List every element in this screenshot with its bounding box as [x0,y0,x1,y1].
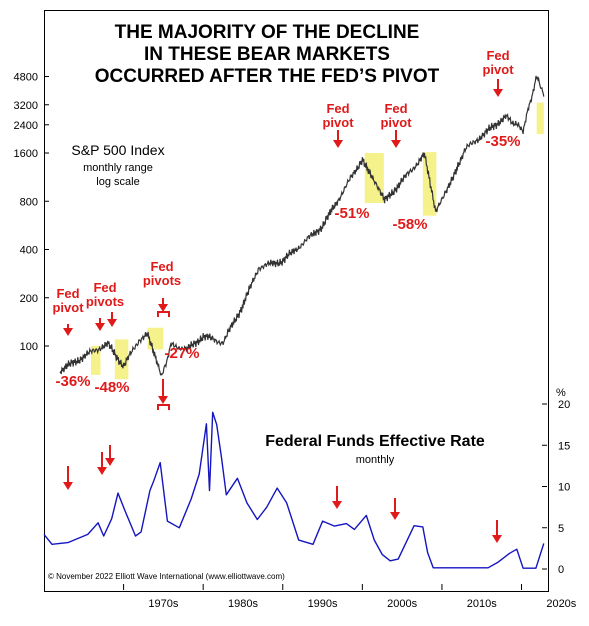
title-line-1: THE MAJORITY OF THE DECLINE [115,22,420,43]
x-tick-label: 2020s [546,598,576,610]
pivot-label-1969-line-2: pivots [86,294,124,309]
chart-frame [44,10,549,592]
decline-2007: -58% [392,216,427,233]
sp-tick-label: 4800 [14,72,38,84]
x-tick-label: 2000s [387,598,417,610]
stock-arrow-1969a [95,323,105,331]
decline-1966: -36% [55,373,90,390]
stock-arrow-1969b [107,319,117,327]
pivot-highlight-1 [90,346,101,375]
sp500-series-line [59,75,545,376]
pivot-label-2000-line-2: pivot [322,115,354,130]
sp-tick-label: 800 [20,196,38,208]
rate-bracket-1973 [157,404,170,410]
pivot-label-2021-line-2: pivot [482,62,514,77]
pivot-label-1966-line-1: Fed [56,286,79,301]
decline-1973: -27% [164,345,199,362]
pivot-label-2007-line-2: pivot [380,115,412,130]
sp-tick-label: 100 [20,341,38,353]
pivot-highlight-4 [364,153,384,204]
fedfunds-series-line [43,411,545,569]
sp-tick-label: 3200 [14,100,38,112]
pivot-label-2007-line-1: Fed [384,101,407,116]
stock-arrow-2000 [333,140,343,148]
decline-2021: -35% [485,133,520,150]
sp500-label: S&P 500 Index [71,142,164,158]
rate-tick-label: 10 [558,482,570,494]
rate-arrow-1966 [63,482,73,490]
sp-tick-label: 400 [20,245,38,257]
x-tick-label: 1980s [228,598,258,610]
copyright-text: © November 2022 Elliott Wave Internation… [48,572,285,581]
pivot-highlight-6 [536,102,544,135]
sp-tick-label: 2400 [14,120,38,132]
rate-tick-label: 5 [558,523,564,535]
fedfunds-title: Federal Funds Effective Rate [265,433,485,450]
decline-2000: -51% [334,205,369,222]
title-line-3: OCCURRED AFTER THE FED’S PIVOT [95,66,440,87]
title-line-2: IN THESE BEAR MARKETS [144,44,390,65]
stock-bracket-1973 [157,311,170,317]
rate-arrow-1969a [97,467,107,475]
decline-1969: -48% [94,379,129,396]
pivot-highlight-2 [114,339,129,380]
rate-unit-label: % [556,387,566,399]
stock-arrow-1966 [63,328,73,336]
sp500-subtitle-2: log scale [96,176,139,188]
stock-arrow-1973 [158,304,168,312]
fedfunds-subtitle: monthly [356,454,395,466]
x-tick-label: 2010s [467,598,497,610]
pivot-label-2000-line-1: Fed [326,101,349,116]
pivot-label-1973-line-1: Fed [150,259,173,274]
pivot-label-2021-line-1: Fed [486,48,509,63]
stock-arrow-2007 [391,140,401,148]
rate-arrow-1973 [158,396,168,404]
sp-tick-label: 1600 [14,148,38,160]
rate-tick-label: 0 [558,564,564,576]
stock-arrow-2021 [493,89,503,97]
rate-arrow-1969b [105,458,115,466]
x-tick-label: 1990s [308,598,338,610]
rate-tick-label: 15 [558,440,570,452]
sp-tick-label: 200 [20,293,38,305]
x-tick-label: 1970s [148,598,178,610]
sp500-subtitle-1: monthly range [83,162,153,174]
rate-tick-label: 20 [558,399,570,411]
rate-arrow-2007 [390,512,400,520]
pivot-label-1973-line-2: pivots [143,273,181,288]
rate-arrow-2000 [332,501,342,509]
pivot-label-1969-line-1: Fed [93,280,116,295]
rate-arrow-2021 [492,535,502,543]
pivot-label-1966-line-2: pivot [52,300,84,315]
